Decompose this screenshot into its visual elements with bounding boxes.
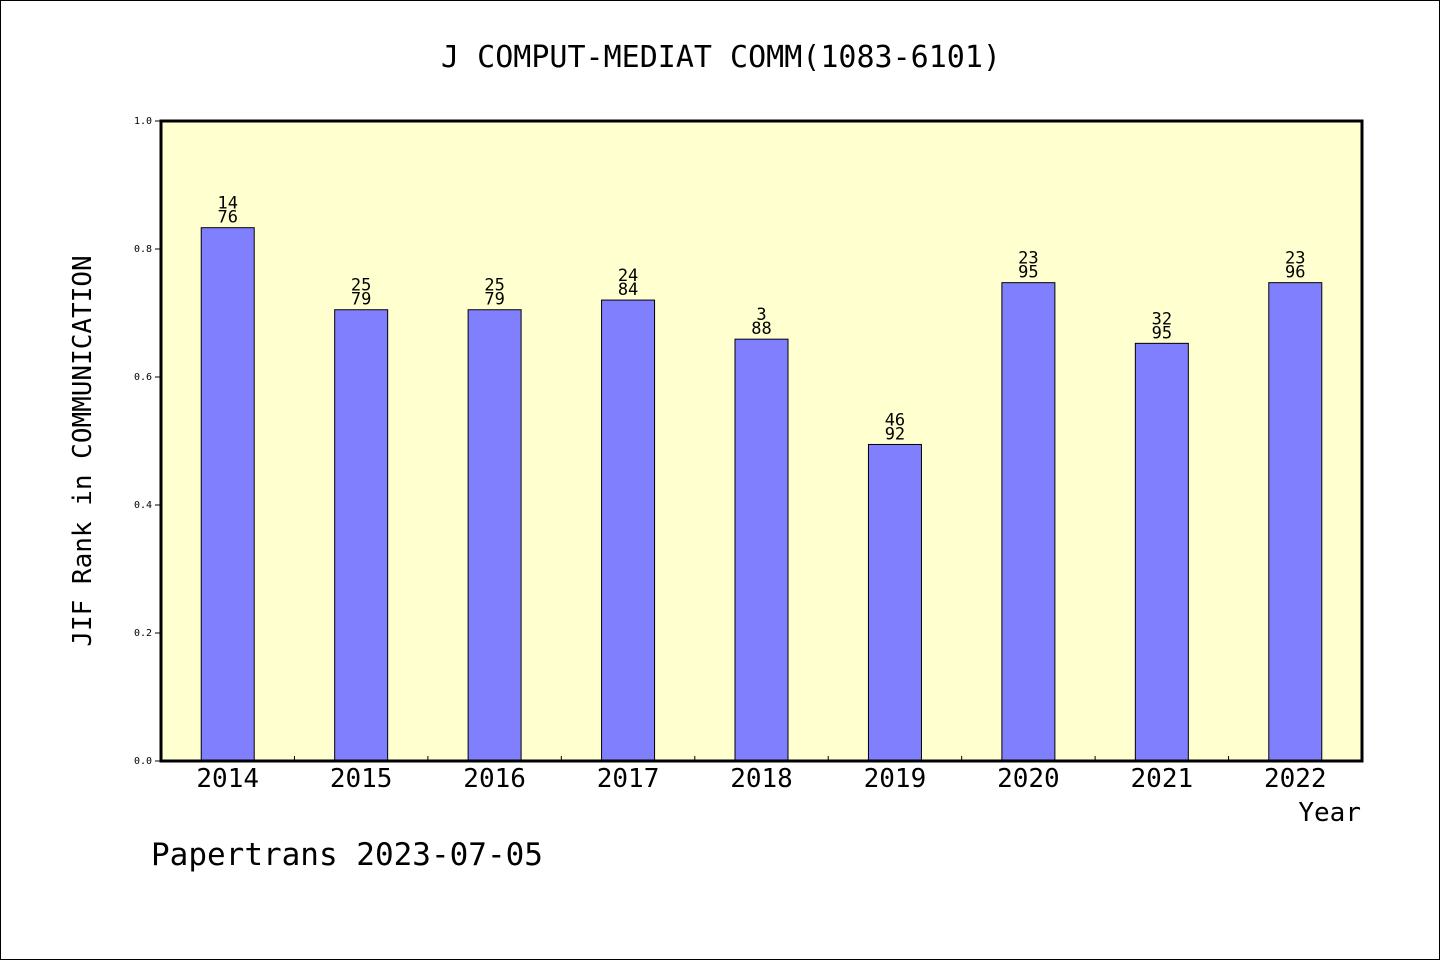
bar-rank-label: 25 <box>351 276 371 296</box>
y-tick-label: 0.8 <box>134 244 152 255</box>
y-tick-label: 1.0 <box>134 116 152 127</box>
y-tick-label: 0.2 <box>134 628 152 639</box>
y-tick-label: 0.0 <box>134 756 152 767</box>
bar-2017 <box>601 299 656 762</box>
x-tick-label: 2019 <box>864 764 927 794</box>
bar-2021 <box>1134 342 1189 762</box>
y-axis-label: JIF Rank in COMMUNICATION <box>68 255 98 646</box>
bar-total-label: 95 <box>1152 323 1172 343</box>
bar-rank-label: 3 <box>756 305 766 325</box>
bar-rank-label: 46 <box>885 410 905 430</box>
bar-rank-label: 24 <box>618 266 638 286</box>
bar-rank-label: 23 <box>1018 249 1038 269</box>
bar-2022 <box>1268 282 1323 762</box>
bar-total-label: 88 <box>751 319 771 339</box>
x-axis-label: Year <box>1298 798 1361 828</box>
x-tick-label: 2022 <box>1264 764 1327 794</box>
x-axis-ticks: 2014 2015 2016 2017 2018 2019 2020 2021 2022 <box>196 756 1327 794</box>
bar-2016 <box>467 309 522 762</box>
bar-total-label: 92 <box>885 424 905 444</box>
bar-2014 <box>200 227 255 762</box>
bar-total-label: 76 <box>217 208 237 228</box>
y-tick-label: 0.6 <box>134 372 152 383</box>
bar-total-label: 95 <box>1018 263 1038 283</box>
bar-total-label: 79 <box>484 290 504 310</box>
plot-border <box>159 119 1364 763</box>
footer-text: Papertrans 2023-07-05 <box>151 837 543 873</box>
bars <box>200 227 1323 762</box>
x-tick-label: 2016 <box>463 764 526 794</box>
y-tick-label: 0.4 <box>134 500 152 511</box>
x-tick-label: 2014 <box>196 764 259 794</box>
chart-title: J COMPUT-MEDIAT COMM(1083-6101) <box>441 40 1001 75</box>
bar-rank-label: 32 <box>1152 309 1172 329</box>
bar-2018 <box>734 338 789 762</box>
x-tick-label: 2018 <box>730 764 793 794</box>
bar-2020 <box>1001 282 1056 762</box>
bar-total-label: 84 <box>618 280 638 300</box>
bar-rank-label: 14 <box>217 194 237 214</box>
bar-rank-label: 23 <box>1285 249 1305 269</box>
y-axis-ticks: 0.0 0.2 0.4 0.6 0.8 1.0 <box>134 116 161 767</box>
x-tick-label: 2017 <box>597 764 660 794</box>
bar-2019 <box>867 443 922 762</box>
x-tick-label: 2015 <box>330 764 393 794</box>
bar-rank-label: 25 <box>484 276 504 296</box>
x-tick-label: 2021 <box>1131 764 1194 794</box>
bar-2015 <box>334 309 389 762</box>
bar-total-label: 96 <box>1285 263 1305 283</box>
bar-total-label: 79 <box>351 290 371 310</box>
x-tick-label: 2020 <box>997 764 1060 794</box>
